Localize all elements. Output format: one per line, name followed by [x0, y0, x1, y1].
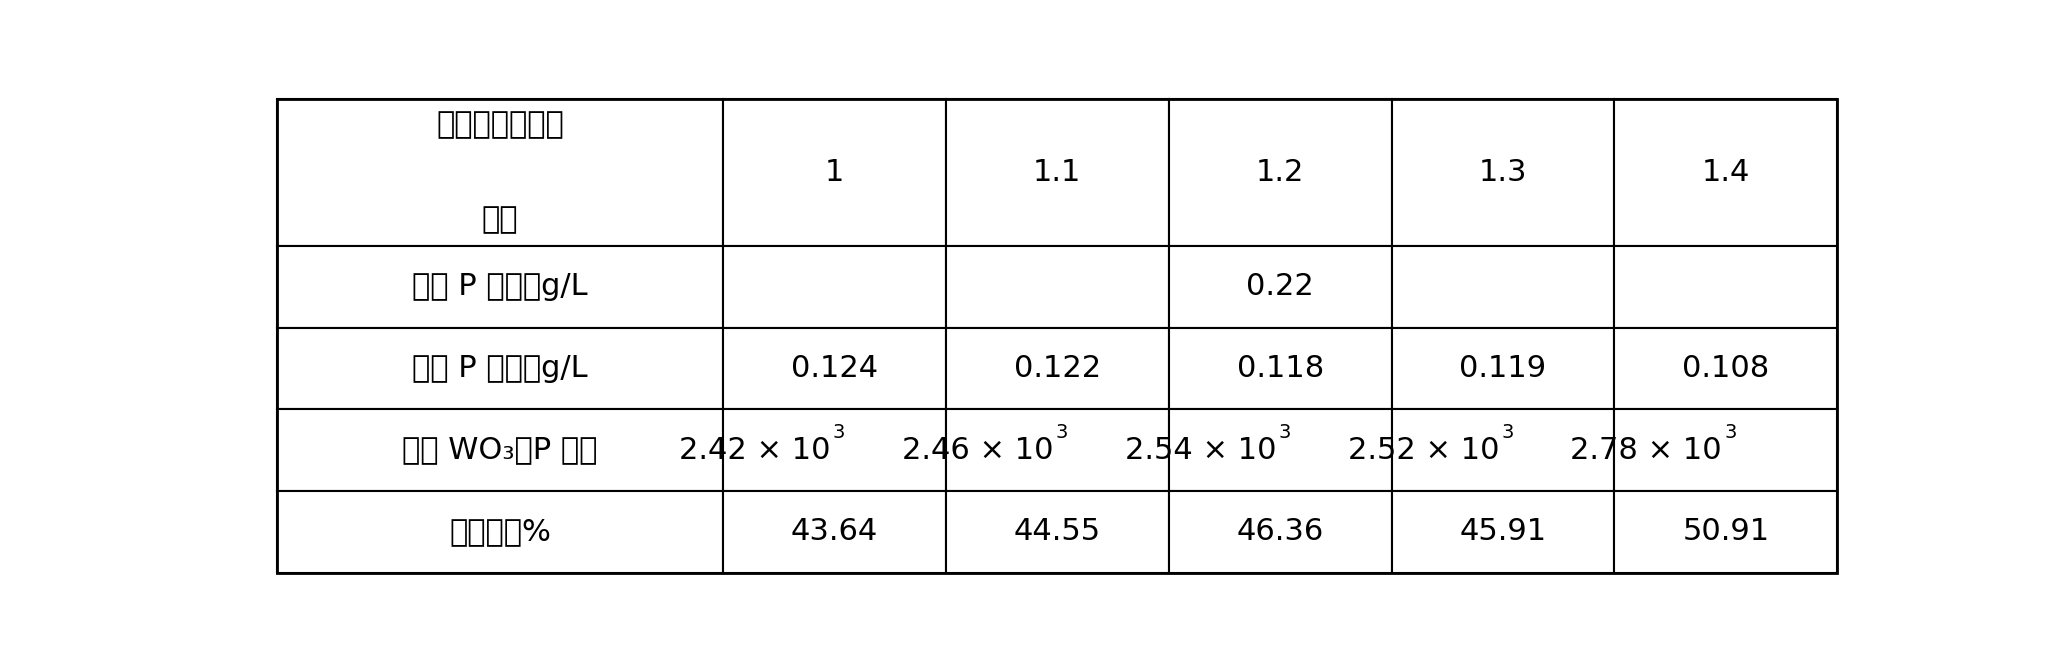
- Bar: [1170, 246, 1393, 328]
- Bar: [1393, 491, 1615, 573]
- Text: 2.54 × 10: 2.54 × 10: [1124, 436, 1277, 465]
- Text: 2.52 × 10: 2.52 × 10: [1347, 436, 1500, 465]
- Bar: [276, 99, 722, 246]
- Bar: [276, 491, 722, 573]
- Bar: [1615, 99, 1838, 246]
- Bar: [722, 99, 945, 246]
- Bar: [945, 409, 1170, 491]
- Text: 43.64: 43.64: [790, 517, 879, 546]
- Bar: [276, 409, 722, 491]
- Bar: [1170, 491, 1393, 573]
- Text: 0.122: 0.122: [1013, 354, 1102, 383]
- Text: 剩余 P 浓度，g/L: 剩余 P 浓度，g/L: [413, 354, 588, 383]
- Text: 3: 3: [833, 423, 846, 442]
- Text: 氢氧化镁的理论

倍数: 氢氧化镁的理论 倍数: [435, 110, 563, 235]
- Text: 2.46 × 10: 2.46 × 10: [902, 436, 1054, 465]
- Bar: [1393, 99, 1615, 246]
- Text: 50.91: 50.91: [1681, 517, 1770, 546]
- Text: 2.78 × 10: 2.78 × 10: [1570, 436, 1723, 465]
- Text: 初始 P 浓度，g/L: 初始 P 浓度，g/L: [413, 273, 588, 301]
- Bar: [1615, 328, 1838, 409]
- Bar: [1393, 328, 1615, 409]
- Bar: [1615, 409, 1838, 491]
- Bar: [1615, 491, 1838, 573]
- Bar: [722, 328, 945, 409]
- Text: 3: 3: [1056, 423, 1069, 442]
- Bar: [1170, 328, 1393, 409]
- Text: 1.1: 1.1: [1034, 158, 1081, 187]
- Text: 最终 WO₃：P 比值: 最终 WO₃：P 比值: [402, 436, 598, 465]
- Text: 3: 3: [1502, 423, 1514, 442]
- Bar: [945, 328, 1170, 409]
- Text: 3: 3: [1279, 423, 1291, 442]
- Text: 0.22: 0.22: [1246, 273, 1314, 301]
- Bar: [722, 409, 945, 491]
- Text: 1.3: 1.3: [1479, 158, 1527, 187]
- Text: 3: 3: [1725, 423, 1737, 442]
- Text: 2.42 × 10: 2.42 × 10: [679, 436, 831, 465]
- Bar: [945, 246, 1170, 328]
- Bar: [1393, 246, 1615, 328]
- Bar: [1170, 99, 1393, 246]
- Text: 1.4: 1.4: [1702, 158, 1749, 187]
- Bar: [722, 491, 945, 573]
- Bar: [722, 246, 945, 328]
- Bar: [1393, 409, 1615, 491]
- Text: 0.124: 0.124: [790, 354, 879, 383]
- Bar: [1615, 246, 1838, 328]
- Text: 1.2: 1.2: [1256, 158, 1304, 187]
- Text: 0.119: 0.119: [1459, 354, 1547, 383]
- Text: 1: 1: [825, 158, 844, 187]
- Text: 0.118: 0.118: [1236, 354, 1324, 383]
- Text: 0.108: 0.108: [1681, 354, 1770, 383]
- Bar: [945, 99, 1170, 246]
- Bar: [1170, 409, 1393, 491]
- Text: 46.36: 46.36: [1236, 517, 1324, 546]
- Bar: [945, 491, 1170, 573]
- Text: 44.55: 44.55: [1013, 517, 1102, 546]
- Text: 45.91: 45.91: [1459, 517, 1547, 546]
- Bar: [276, 328, 722, 409]
- Text: 除磷率，%: 除磷率，%: [450, 517, 551, 546]
- Bar: [276, 246, 722, 328]
